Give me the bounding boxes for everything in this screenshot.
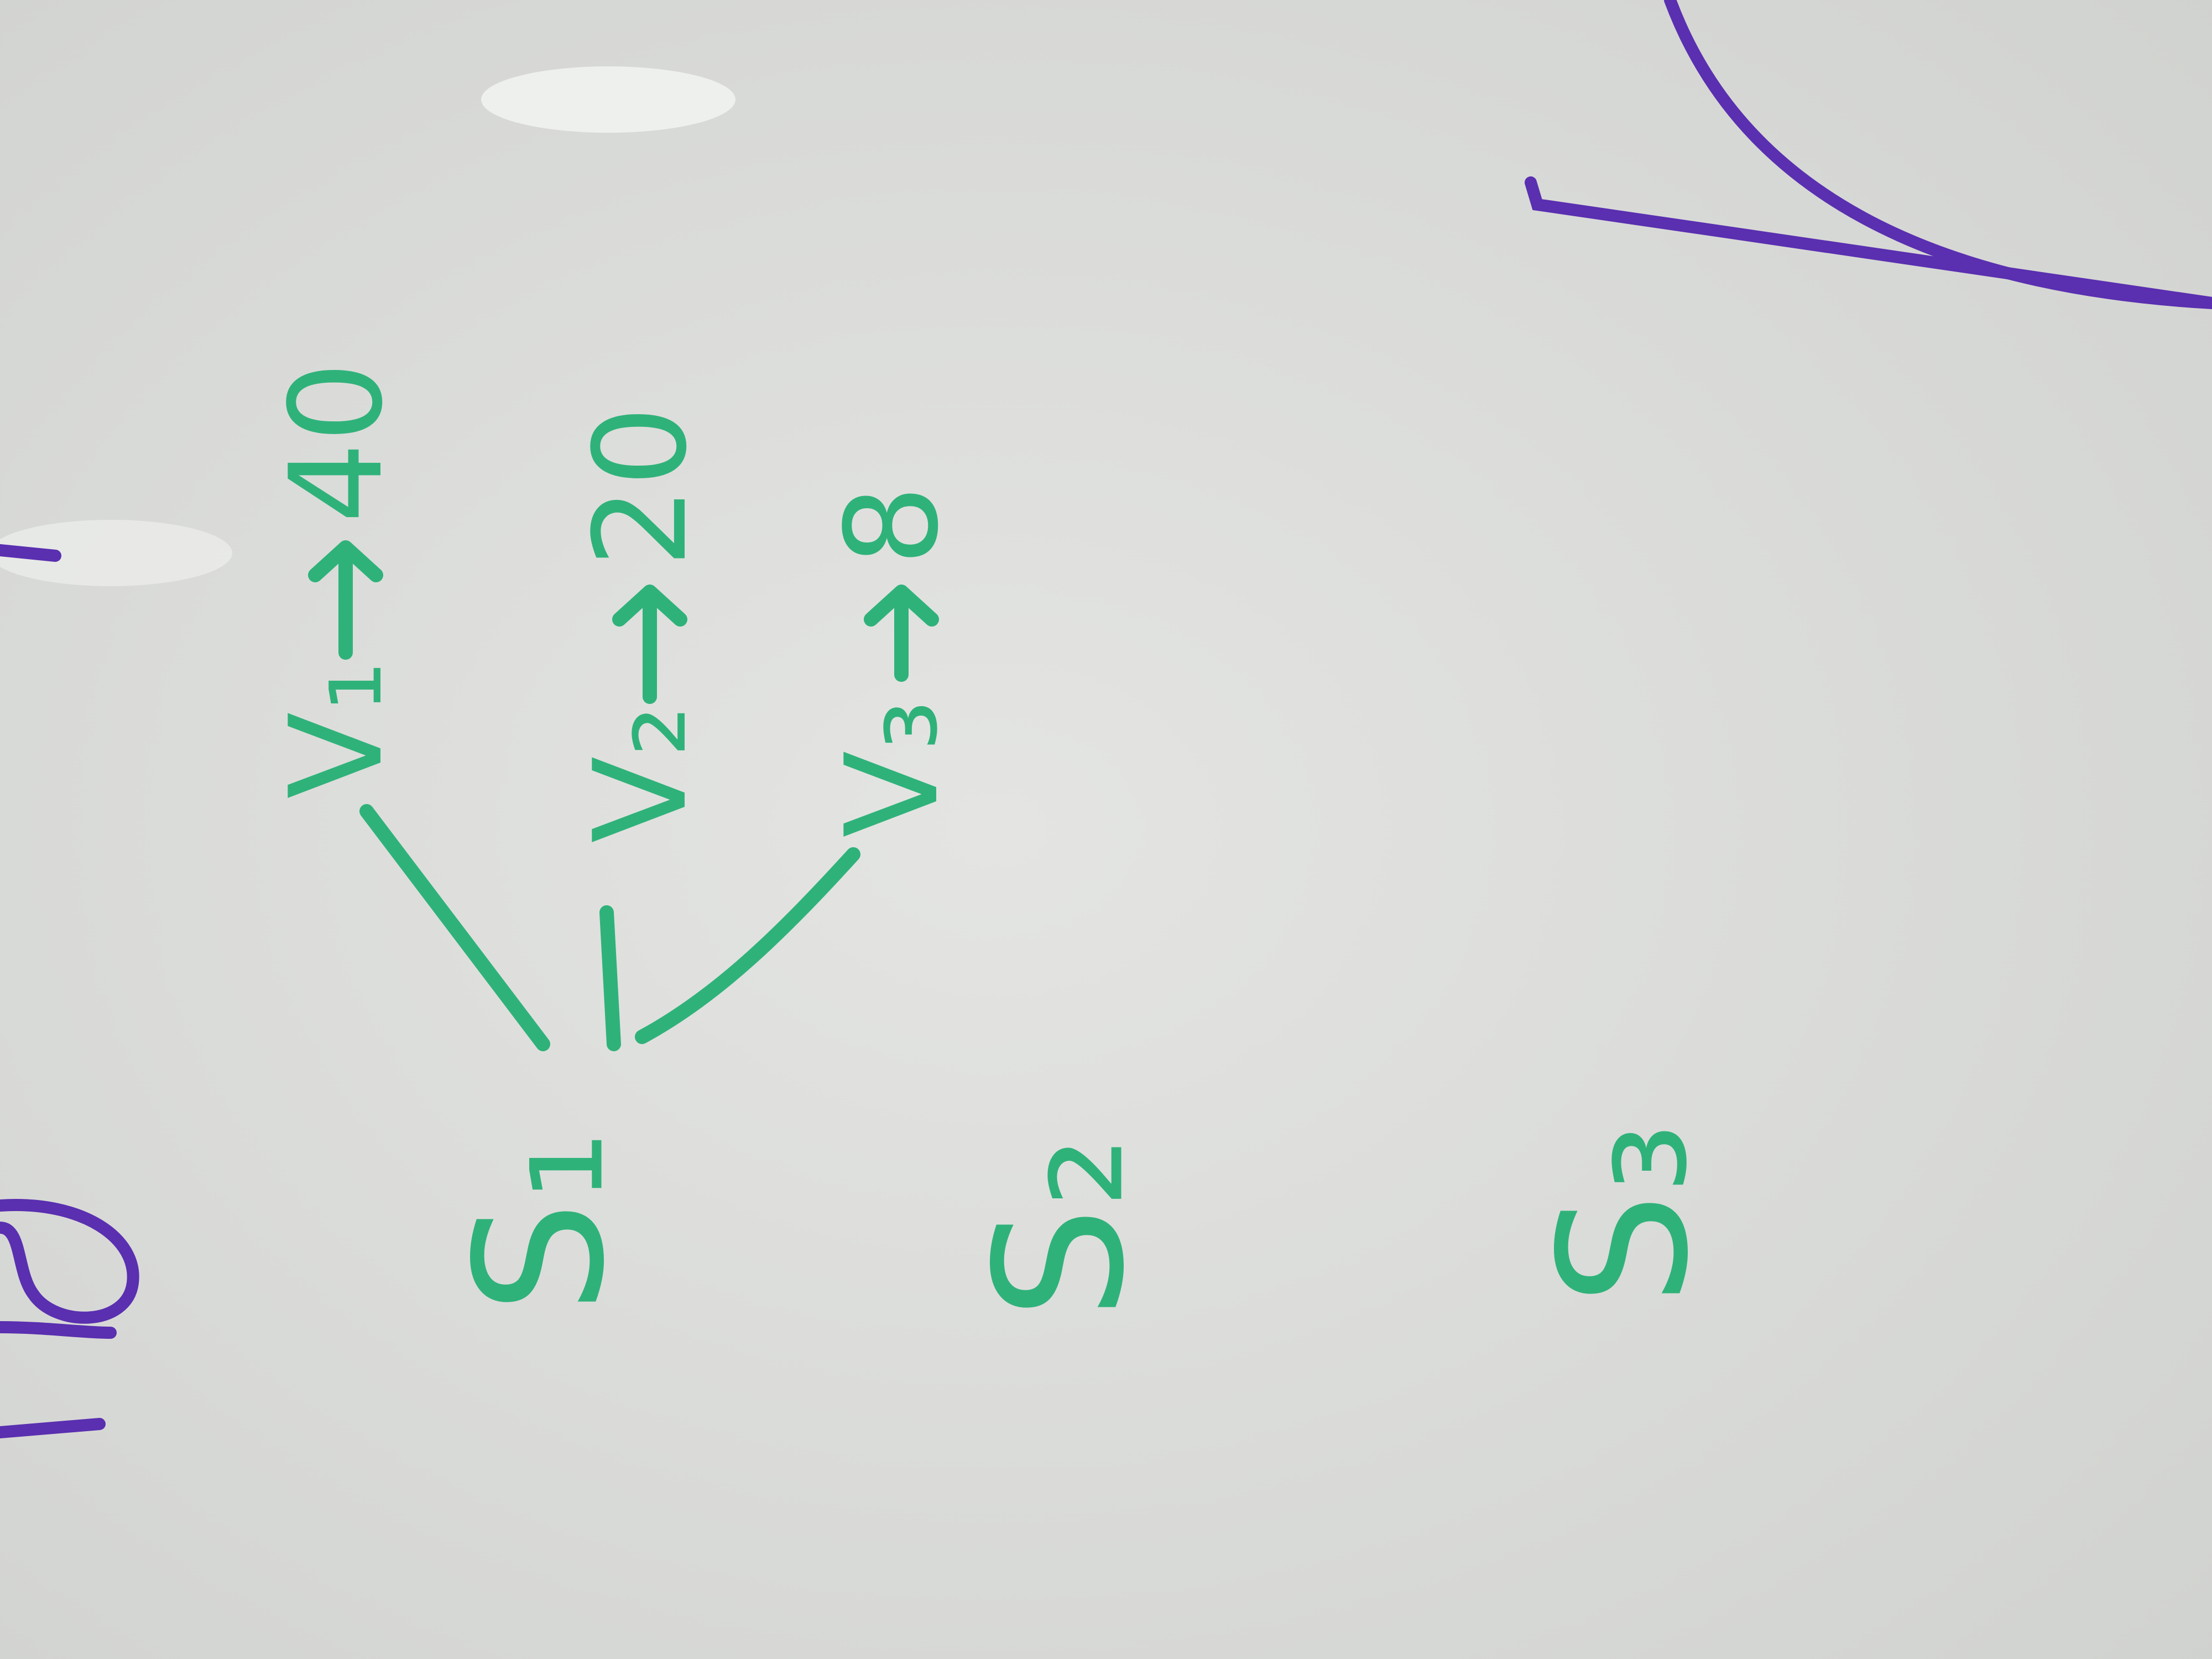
branch-line [359, 804, 550, 1051]
purple-fragment [0, 1418, 106, 1438]
branch-label: V₁ [263, 661, 411, 799]
purple-fragment [0, 544, 61, 562]
glare [481, 66, 735, 133]
branch-value: 20 [567, 406, 715, 568]
branch-label: V₃ [819, 700, 967, 838]
branch-label: V₂ [567, 705, 715, 843]
arrow [864, 585, 939, 682]
branch-line [599, 905, 621, 1051]
arrow [612, 585, 687, 704]
branch-value: 40 [263, 362, 411, 524]
branch-value: 8 [819, 485, 967, 566]
state-label: S₃ [1522, 1122, 1728, 1305]
branch-line [635, 847, 860, 1044]
state-label: S₁ [438, 1130, 644, 1313]
purple-line [1525, 176, 2212, 309]
arrow [308, 540, 383, 660]
state-label: S₂ [958, 1136, 1164, 1319]
purple-fragment [0, 1321, 117, 1339]
purple-fragment [0, 1199, 139, 1324]
glare [0, 520, 232, 586]
